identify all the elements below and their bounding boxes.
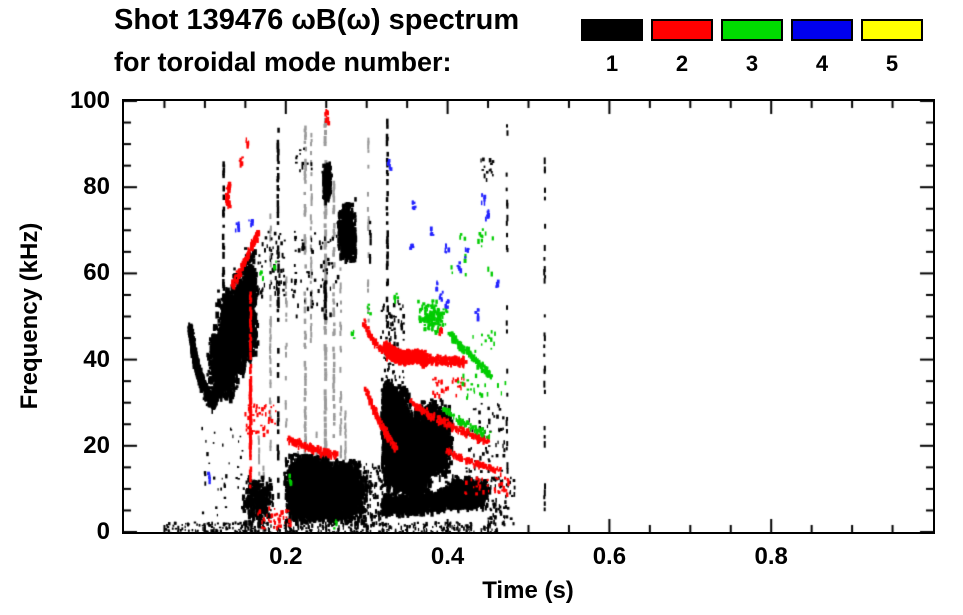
y-tick-label: 0 <box>96 518 110 545</box>
plot-frame <box>122 99 935 534</box>
x-tick-label: 0.6 <box>592 543 627 570</box>
legend-box-mode-1 <box>581 19 643 41</box>
x-tick-label: 0.8 <box>754 543 788 570</box>
y-axis-title: Frequency (kHz) <box>16 222 43 410</box>
legend-box-mode-3 <box>721 19 783 41</box>
x-axis-title: Time (s) <box>482 577 574 604</box>
spectrogram-canvas <box>124 101 933 532</box>
y-tick-label: 40 <box>83 345 110 373</box>
legend-mode-numbers: 1 2 3 4 5 <box>581 51 923 77</box>
x-tick-label: 0.2 <box>269 543 303 570</box>
y-tick-label: 20 <box>83 431 110 459</box>
x-tick-label: 0.4 <box>430 543 465 570</box>
y-tick-label: 80 <box>83 173 110 201</box>
y-tick-label: 60 <box>83 259 110 287</box>
legend-label-mode-3: 3 <box>745 51 759 76</box>
legend-label-mode-2: 2 <box>675 51 689 76</box>
y-tick-label: 100 <box>69 87 110 114</box>
legend-color-boxes <box>581 19 923 41</box>
legend-box-mode-4 <box>791 19 853 41</box>
legend-label-mode-5: 5 <box>885 51 899 76</box>
legend-box-mode-5 <box>861 19 923 41</box>
legend-box-mode-2 <box>651 19 713 41</box>
legend-label-mode-1: 1 <box>605 51 619 76</box>
chart-title: Shot 139476 ωB(ω) spectrum <box>114 4 520 36</box>
legend-label-mode-4: 4 <box>815 51 829 76</box>
chart-subtitle: for toroidal mode number: <box>114 47 452 77</box>
